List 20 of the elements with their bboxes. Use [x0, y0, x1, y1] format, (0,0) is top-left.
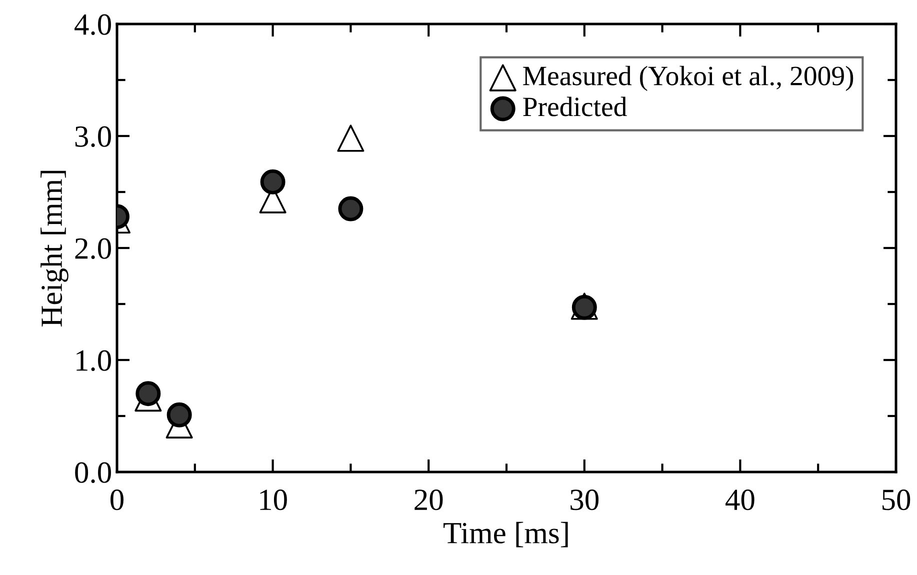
legend-label: Measured (Yokoi et al., 2009) [523, 66, 854, 92]
y-tick-label: 2.0 [75, 238, 111, 260]
point [338, 196, 364, 222]
x-tick-label: 30 [570, 490, 599, 510]
y-axis-title: Height [mm] [40, 170, 68, 326]
x-tick-label: 50 [882, 490, 910, 510]
y-tick-label: 4.0 [74, 14, 111, 36]
y-tick-label: 0.0 [75, 462, 111, 484]
x-tick-label: 40 [726, 490, 754, 510]
x-tick-label: 20 [414, 490, 443, 510]
legend-label: Predicted [523, 96, 627, 116]
y-tick-label: 1.0 [76, 350, 111, 372]
x-tick-label: 0 [110, 490, 124, 510]
x-tick-label: 10 [260, 490, 287, 510]
x-axis-title: Time [ms] [444, 522, 568, 548]
point [166, 402, 192, 428]
y-tick-label: 3.0 [75, 126, 111, 148]
point [136, 381, 161, 406]
point [337, 124, 364, 152]
point [260, 169, 286, 194]
